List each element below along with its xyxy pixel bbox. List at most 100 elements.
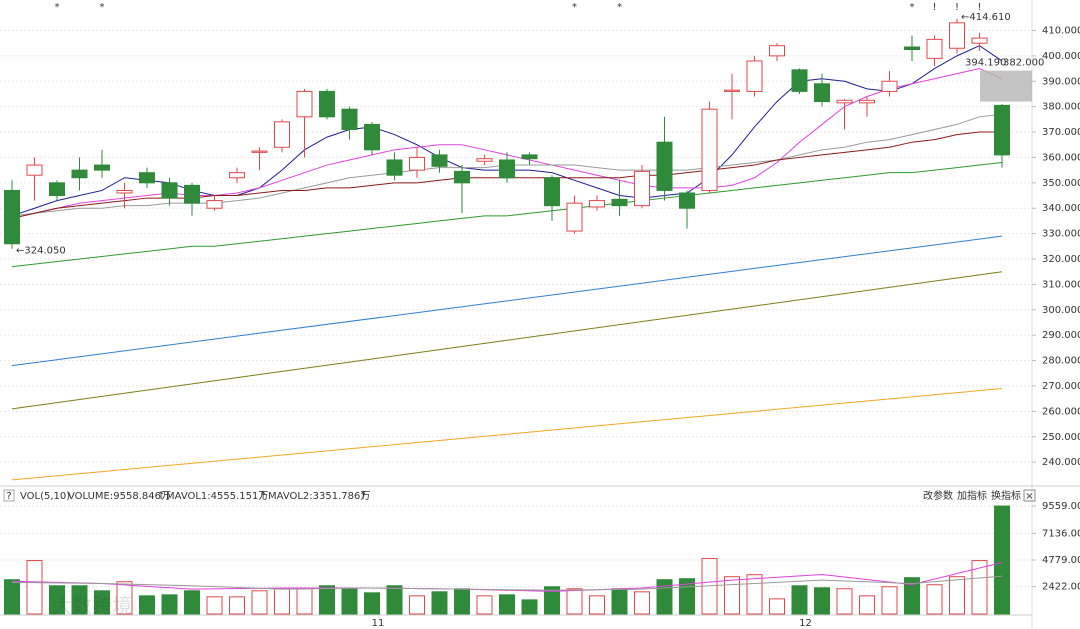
candle-body [949,22,965,49]
volume-bar [409,595,425,615]
y-tick-label: 250.000 [1042,432,1080,443]
y-tick-label: 350.000 [1042,178,1080,189]
candle-body [409,156,425,171]
volume-bar [904,577,920,615]
volume-bar [341,588,358,615]
candle-body [116,189,133,194]
volume-bar [71,585,88,615]
volume-bar [229,596,245,615]
toolbar-button[interactable]: 换指标 [991,489,1021,502]
candle-body [701,108,718,191]
close-button[interactable]: × [1025,491,1033,502]
price-box [980,70,1032,102]
volume-bar [949,576,965,615]
candle-body [476,158,493,162]
volume-bar [971,560,988,615]
y-tick-label: 4779.00 [1042,555,1080,566]
candle-body [274,121,290,148]
event-marker: * [617,2,622,13]
watermark: 大数跨境 [52,594,132,618]
y-tick-label: 9559.00 [1042,501,1080,512]
candle-body [994,104,1010,156]
candle-body [94,164,110,171]
up-arrow: ↑ [259,491,267,502]
volume-bar [836,588,853,615]
x-tick-label: 11 [372,618,385,629]
candle-body [724,89,740,92]
candle-body [791,69,808,92]
volume-bar [566,588,583,615]
candle-body [544,177,560,207]
ma-line [11,235,1003,367]
volume-bar [814,587,830,615]
candle-body [26,164,43,176]
help-icon[interactable]: ? [6,491,11,502]
candle-body [589,200,605,208]
max-label: ←414.610 [961,12,1011,23]
y-tick-label: 7136.00 [1042,528,1080,539]
candle-body [296,90,313,118]
y-tick-label: 390.000 [1042,76,1080,87]
candle-body [881,80,898,92]
toolbar-button[interactable]: 加指标 [957,489,987,502]
candle-body [341,108,358,131]
candle-body [746,60,763,92]
volume-bar [656,579,673,615]
y-tick-label: 310.000 [1042,279,1080,290]
volume-bar [296,588,313,615]
volume-bar [94,590,110,615]
x-tick-label: 12 [799,618,812,629]
y-tick-label: 340.000 [1042,203,1080,214]
volume-bar [206,596,223,615]
event-marker: * [55,2,60,13]
candle-body [161,182,178,199]
event-marker: * [572,2,577,13]
candle-body [926,38,943,59]
candle-body [656,141,673,191]
volume-bar [4,579,20,615]
volume-bar [319,585,335,615]
price-box-high: 394.190 [965,58,1006,69]
candle-body [971,37,988,44]
volume-bar [116,581,133,615]
candle-body [679,192,695,209]
candle-body [904,46,920,51]
volume-bar [386,585,403,615]
min-label: ←324.050 [16,246,66,257]
mavol1-label: MAVOL1:4555.151万 [166,491,268,502]
event-marker: * [100,2,105,13]
volume-bar [454,588,470,615]
volume-bar [859,595,875,615]
candle-body [139,172,155,184]
candle-body [859,99,875,104]
candle-body [49,182,65,197]
candle-body [364,123,380,151]
toolbar-button[interactable]: 改参数 [923,489,953,502]
candle-body [521,154,538,160]
candle-body [206,200,223,209]
candle-body [634,170,650,207]
volume-bar [499,594,515,615]
volume-bar [139,595,155,615]
y-tick-label: 300.000 [1042,305,1080,316]
y-tick-label: 270.000 [1042,381,1080,392]
y-tick-label: 280.000 [1042,356,1080,367]
candle-body [836,99,853,104]
ma-line [11,562,1003,592]
candle-body [229,172,245,179]
y-tick-label: 370.000 [1042,127,1080,138]
y-tick-label: 240.000 [1042,457,1080,468]
volume-bar [724,576,740,615]
volume-bar [634,591,650,615]
y-tick-label: 320.000 [1042,254,1080,265]
volume-bar [611,588,628,615]
mavol2-label: MAVOL2:3351.786万 [268,491,370,502]
candle-body [71,169,88,179]
volume-bar [746,574,763,615]
volume-bar [791,585,808,615]
ma-line [11,575,1003,591]
volume-bar [274,588,290,615]
